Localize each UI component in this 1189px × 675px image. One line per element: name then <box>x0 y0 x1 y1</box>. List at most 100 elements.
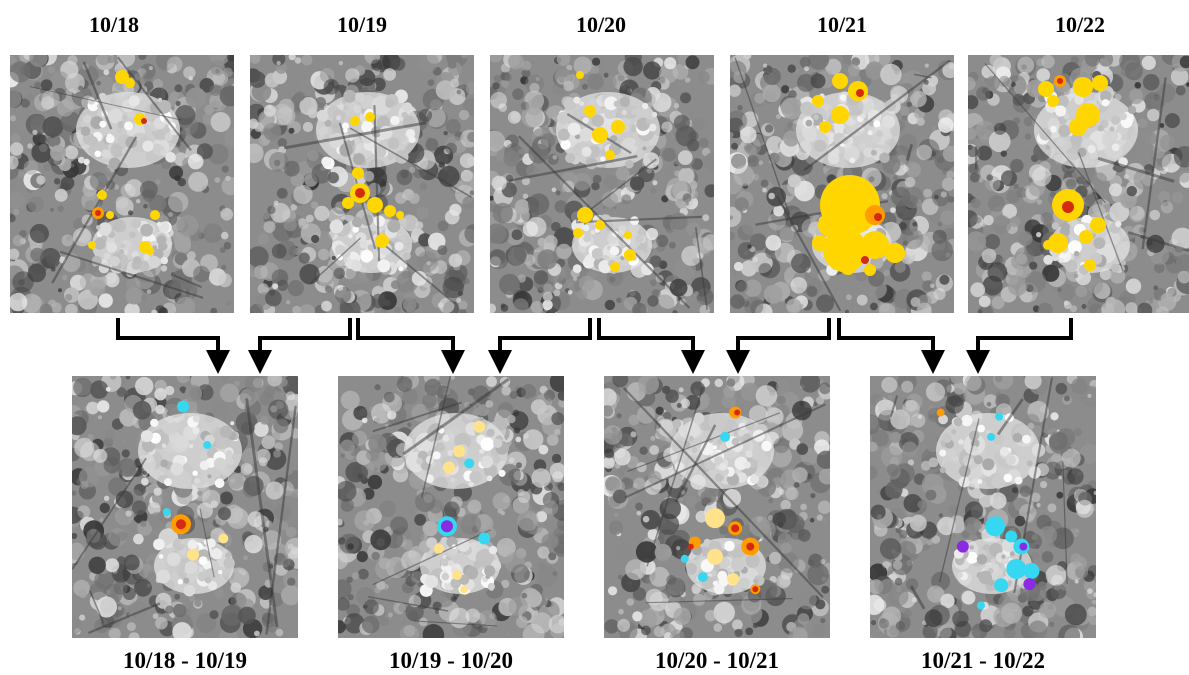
terrain-image <box>250 55 474 313</box>
terrain-image <box>604 376 830 638</box>
connector-arrow <box>498 318 592 352</box>
activity-spot <box>218 533 229 544</box>
date-label: 10/18 <box>88 12 140 37</box>
activity-spot <box>605 150 615 160</box>
connector-arrow <box>116 318 220 352</box>
activity-spot <box>592 127 608 143</box>
activity-spot <box>175 519 186 530</box>
date-label: 10/21 <box>816 12 868 37</box>
activity-spot <box>856 89 864 97</box>
activity-spot <box>97 190 107 200</box>
satellite-image-panel <box>10 55 234 313</box>
arrow-head <box>966 350 990 374</box>
activity-spot <box>706 548 723 565</box>
satellite-image-panel <box>250 55 474 313</box>
connector-arrow <box>597 318 695 352</box>
activity-spot <box>452 570 463 581</box>
activity-spot <box>396 211 404 219</box>
activity-spot <box>840 259 856 275</box>
arrow-head <box>681 350 705 374</box>
activity-spot <box>365 112 375 122</box>
activity-spot <box>752 586 759 593</box>
arrow-head <box>921 350 945 374</box>
activity-spot <box>1062 201 1074 213</box>
activity-spot <box>355 188 365 198</box>
activity-spot <box>832 73 848 89</box>
activity-spot <box>1047 95 1059 107</box>
activity-spot <box>384 205 396 217</box>
activity-spot <box>1005 530 1018 543</box>
activity-spot <box>720 431 731 442</box>
difference-image-panel <box>72 376 298 638</box>
activity-spot <box>1048 233 1068 253</box>
activity-spot <box>687 543 694 550</box>
activity-spot <box>704 508 725 529</box>
terrain-image <box>72 376 298 638</box>
activity-spot <box>595 220 605 230</box>
activity-spot <box>864 264 876 276</box>
terrain-image <box>870 376 1096 638</box>
activity-spot <box>1079 230 1093 244</box>
activity-spot <box>680 554 689 563</box>
connector-arrow <box>736 318 831 352</box>
activity-spot <box>611 120 625 134</box>
terrain-image <box>968 55 1189 313</box>
activity-spot <box>1069 118 1087 136</box>
activity-spot <box>995 412 1004 421</box>
satellite-image-panel <box>490 55 714 313</box>
activity-spot <box>1090 217 1106 233</box>
activity-spot <box>624 249 636 261</box>
activity-spot <box>162 508 171 517</box>
activity-spot <box>1092 75 1108 91</box>
arrow-head <box>248 350 272 374</box>
terrain-image <box>10 55 234 313</box>
difference-image-panel <box>870 376 1096 638</box>
difference-image-panel <box>604 376 830 638</box>
activity-spot <box>350 116 360 126</box>
activity-spot <box>994 578 1009 593</box>
activity-spot <box>460 585 469 594</box>
activity-spot <box>573 228 583 238</box>
activity-spot <box>442 461 455 474</box>
activity-spot <box>734 409 741 416</box>
activity-spot <box>176 400 189 413</box>
activity-spot <box>1043 240 1053 250</box>
activity-spot <box>367 197 383 213</box>
activity-spot <box>831 106 849 124</box>
activity-spot <box>819 121 831 133</box>
arrow-head <box>488 350 512 374</box>
activity-spot <box>584 105 596 117</box>
activity-spot <box>95 210 101 216</box>
activity-spot <box>150 210 160 220</box>
date-range-label: 10/19 - 10/20 <box>389 648 513 673</box>
date-range-label: 10/18 - 10/19 <box>123 648 247 673</box>
connector-arrow <box>837 318 935 352</box>
activity-spot <box>861 231 889 259</box>
activity-spot <box>1084 259 1096 271</box>
activity-spot <box>1023 578 1036 591</box>
activity-spot <box>576 71 584 79</box>
activity-spot <box>610 262 620 272</box>
activity-spot <box>936 408 945 417</box>
activity-spot <box>624 231 632 239</box>
connector-arrow <box>258 318 352 352</box>
difference-image-panel <box>338 376 564 638</box>
activity-spot <box>125 78 135 88</box>
activity-spot <box>746 542 755 551</box>
activity-spot <box>141 118 147 124</box>
activity-spot <box>440 520 453 533</box>
activity-spot <box>1057 78 1063 84</box>
activity-spot <box>861 256 869 264</box>
terrain-image <box>338 376 564 638</box>
terrain-image <box>490 55 714 313</box>
activity-spot <box>187 548 200 561</box>
activity-spot <box>1073 77 1093 97</box>
activity-spot <box>146 247 154 255</box>
terrain-image <box>730 55 954 313</box>
activity-spot <box>375 234 389 248</box>
date-label: 10/19 <box>336 12 388 37</box>
connector-arrow <box>976 318 1073 352</box>
activity-spot <box>433 543 444 554</box>
activity-spot <box>352 167 364 179</box>
activity-spot <box>203 441 212 450</box>
